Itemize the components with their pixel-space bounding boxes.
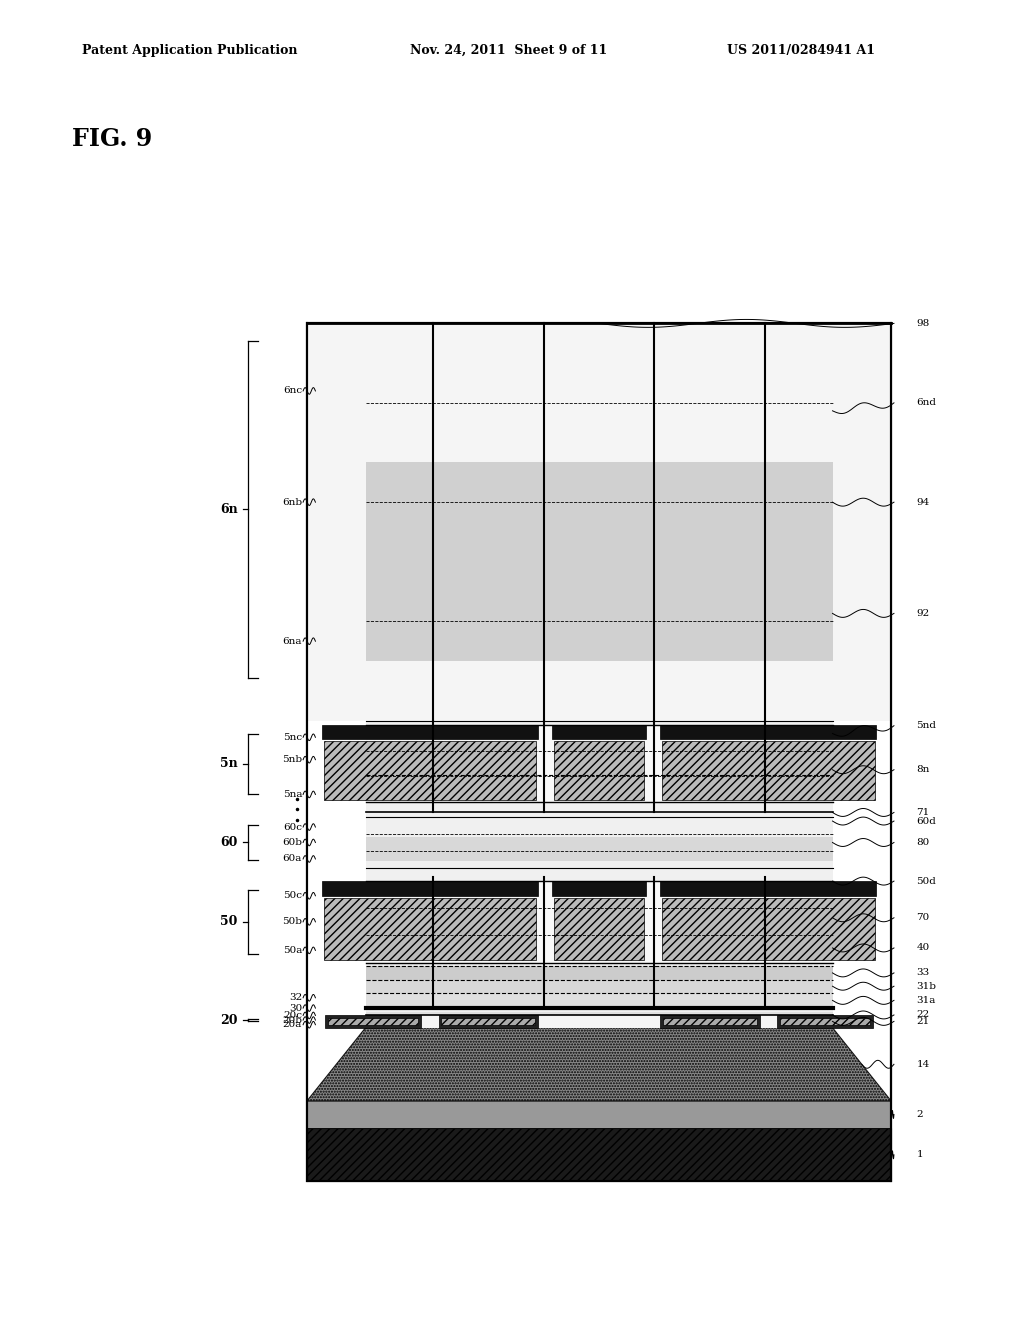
Bar: [780, 1018, 870, 1026]
Bar: [328, 1018, 418, 1026]
Text: 92: 92: [916, 609, 930, 618]
Text: 21: 21: [916, 1016, 930, 1026]
Text: 22: 22: [916, 1010, 930, 1019]
Text: 6nc: 6nc: [283, 387, 302, 396]
Text: 50c: 50c: [283, 891, 302, 900]
Text: 20: 20: [220, 1014, 238, 1027]
Bar: [552, 725, 646, 739]
Text: 71: 71: [916, 808, 930, 817]
Text: 50a: 50a: [283, 946, 302, 954]
Bar: [366, 1015, 833, 1028]
Bar: [777, 1015, 873, 1028]
Text: 6na: 6na: [283, 636, 302, 645]
Text: 50b: 50b: [282, 917, 302, 927]
Bar: [366, 323, 833, 1028]
Bar: [366, 966, 833, 979]
Bar: [325, 1015, 421, 1028]
Text: 30: 30: [289, 1003, 302, 1012]
Text: 31b: 31b: [916, 982, 937, 991]
Text: 20c: 20c: [283, 1011, 302, 1020]
Bar: [438, 1015, 538, 1028]
Text: 8n: 8n: [916, 766, 930, 775]
Bar: [366, 462, 833, 661]
Text: 2: 2: [916, 1110, 923, 1119]
Text: 50: 50: [220, 915, 238, 928]
Bar: [307, 323, 891, 1181]
Text: 32: 32: [289, 993, 302, 1002]
Text: 14: 14: [916, 1060, 930, 1069]
Bar: [552, 882, 646, 896]
Text: US 2011/0284941 A1: US 2011/0284941 A1: [727, 44, 876, 57]
Text: 6n: 6n: [220, 503, 238, 516]
Bar: [322, 725, 538, 739]
Bar: [664, 1018, 757, 1026]
Bar: [660, 725, 877, 739]
Polygon shape: [307, 1028, 891, 1101]
Text: 1: 1: [916, 1150, 923, 1159]
Text: 5nd: 5nd: [916, 721, 937, 730]
Text: 5nc: 5nc: [283, 733, 302, 742]
Bar: [366, 817, 833, 869]
Text: 40: 40: [916, 944, 930, 953]
Text: 6nd: 6nd: [916, 399, 937, 408]
Bar: [366, 837, 833, 861]
Text: 94: 94: [916, 498, 930, 507]
Bar: [366, 725, 833, 803]
Text: 6nb: 6nb: [282, 498, 302, 507]
Text: 20a: 20a: [283, 1020, 302, 1030]
Bar: [366, 1012, 833, 1028]
Bar: [324, 899, 536, 960]
Text: 5nb: 5nb: [282, 755, 302, 764]
Polygon shape: [307, 1028, 891, 1101]
Text: 80: 80: [916, 838, 930, 847]
Bar: [833, 323, 891, 1028]
Text: 60: 60: [220, 836, 238, 849]
Bar: [307, 323, 366, 1028]
Bar: [663, 899, 874, 960]
Text: 31a: 31a: [916, 995, 936, 1005]
Bar: [554, 899, 644, 960]
Text: 33: 33: [916, 969, 930, 977]
Bar: [307, 323, 891, 1181]
Bar: [366, 882, 833, 962]
Bar: [441, 1018, 535, 1026]
Text: 5n: 5n: [220, 758, 238, 770]
Text: 70: 70: [916, 913, 930, 923]
Bar: [366, 979, 833, 993]
Text: 60b: 60b: [282, 838, 302, 847]
Bar: [660, 1015, 760, 1028]
Text: 60d: 60d: [916, 817, 936, 825]
Text: 50d: 50d: [916, 876, 936, 886]
Text: 98: 98: [916, 319, 930, 327]
Bar: [324, 742, 536, 800]
Bar: [307, 1101, 891, 1129]
Bar: [663, 742, 874, 800]
Text: Nov. 24, 2011  Sheet 9 of 11: Nov. 24, 2011 Sheet 9 of 11: [410, 44, 607, 57]
Bar: [322, 882, 538, 896]
Text: Patent Application Publication: Patent Application Publication: [82, 44, 297, 57]
Bar: [554, 742, 644, 800]
Bar: [366, 993, 833, 1008]
Text: FIG. 9: FIG. 9: [72, 127, 152, 150]
Text: 20b: 20b: [282, 1015, 302, 1024]
Text: 60a: 60a: [283, 854, 302, 863]
Text: 60c: 60c: [283, 822, 302, 832]
Bar: [660, 882, 877, 896]
Bar: [307, 1129, 891, 1181]
Bar: [307, 323, 891, 721]
Text: 5na: 5na: [283, 789, 302, 799]
